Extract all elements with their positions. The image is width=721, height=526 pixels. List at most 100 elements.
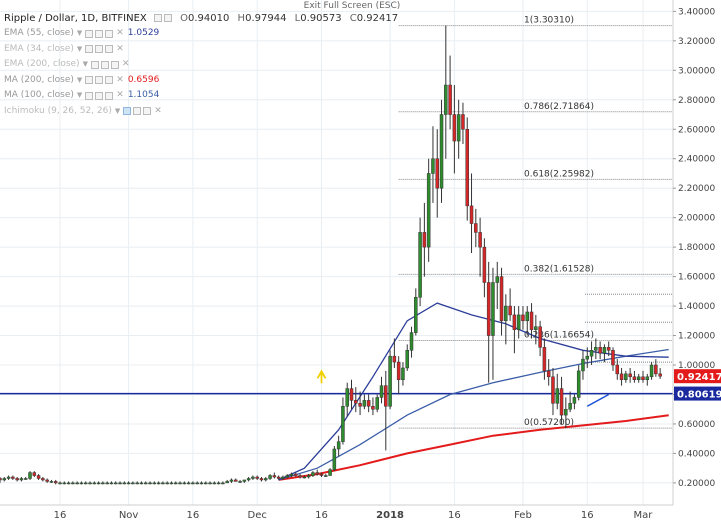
candle-body	[311, 472, 315, 476]
visibility-icon[interactable]	[95, 76, 104, 85]
price-tick-label: 2.20000	[678, 184, 715, 194]
price-tick-label: 0.40000	[678, 449, 715, 459]
chevron-down-icon[interactable]: ▼	[76, 75, 83, 84]
candle-body	[384, 385, 388, 407]
candle-body	[615, 364, 620, 375]
level-price-label-bg	[674, 386, 721, 401]
candle-body	[298, 475, 302, 478]
candle-body	[212, 482, 217, 485]
settings-icon[interactable]	[85, 91, 94, 100]
candle-body	[632, 376, 637, 381]
candle-body	[238, 481, 242, 483]
candle-body	[62, 482, 67, 485]
candle-body	[131, 482, 135, 485]
candle-body	[491, 282, 495, 336]
exit-fullscreen-button[interactable]: Exit Full Screen (ESC)	[303, 1, 401, 11]
ohlc-close-key: C	[349, 13, 357, 24]
candle-body	[109, 482, 114, 485]
candle-body	[345, 388, 349, 407]
time-tick-label: 16	[315, 510, 328, 521]
candle-body	[529, 311, 534, 330]
candle-body	[332, 448, 337, 470]
format-icon[interactable]	[110, 60, 119, 69]
candle-body	[422, 232, 427, 248]
candle-body	[229, 479, 234, 482]
close-icon[interactable]: ✕	[116, 43, 124, 54]
close-icon[interactable]: ✕	[121, 59, 130, 69]
trendline	[586, 393, 610, 407]
price-tick-label: 2.80000	[678, 96, 715, 106]
candle-body	[75, 482, 79, 485]
close-icon[interactable]: ✕	[154, 105, 162, 116]
candle-body	[469, 205, 474, 224]
candle-body	[375, 397, 379, 410]
candle-body	[606, 347, 611, 351]
format-icon[interactable]	[105, 29, 114, 38]
indicator-row-5: Ichimoku (9, 26, 52, 26) ▼ ✕	[4, 104, 403, 120]
candle-body	[654, 364, 658, 375]
format-icon[interactable]	[143, 107, 152, 116]
candle-body	[388, 355, 392, 407]
indicator-row-0: EMA (55, close) ▼ ✕ 1.0529	[4, 26, 403, 42]
settings-icon[interactable]	[85, 45, 94, 54]
candle-body	[585, 355, 590, 360]
price-tick-label: 3.40000	[678, 7, 715, 17]
candle-body	[0, 478, 2, 481]
price-tick-label: 0.20000	[678, 479, 715, 489]
candle-body	[272, 475, 277, 478]
candle-body	[619, 373, 624, 381]
chevron-down-icon[interactable]: ▼	[82, 60, 88, 68]
indicator-row-4: MA (100, close) ▼ ✕ 1.1054	[4, 88, 403, 104]
candle-body	[426, 173, 431, 248]
indicator-name: EMA (55, close)	[4, 28, 74, 38]
chevron-down-icon[interactable]: ▼	[76, 29, 83, 37]
candle-body	[611, 350, 615, 366]
price-tick-label: 1.20000	[678, 332, 715, 342]
time-tick-label: 16	[187, 510, 200, 521]
visibility-icon[interactable]	[100, 60, 109, 69]
close-icon[interactable]: ✕	[116, 90, 124, 100]
candle-body	[542, 347, 547, 372]
candle-body	[641, 376, 645, 381]
price-axis-bg	[673, 0, 721, 505]
candle-body	[482, 246, 487, 283]
candle-body	[328, 469, 332, 476]
fib-level-label: 0.382(1.61528)	[524, 264, 594, 274]
price-tick-label: 0.60000	[678, 420, 715, 430]
settings-icon[interactable]	[90, 60, 99, 69]
candle-body	[551, 376, 555, 404]
indicator-value: 1.1054	[127, 90, 160, 100]
close-icon[interactable]: ✕	[116, 28, 124, 38]
visibility-icon[interactable]	[133, 107, 142, 116]
level-price-label: 0.80619	[677, 390, 721, 401]
close-icon[interactable]: ✕	[116, 74, 124, 85]
settings-icon[interactable]	[123, 107, 132, 116]
fib-level-label: 0.618(2.25982)	[524, 169, 594, 179]
candle-body	[28, 472, 32, 479]
settings-icon[interactable]	[85, 76, 94, 85]
settings-toggle-icon[interactable]	[153, 14, 162, 22]
format-icon[interactable]	[105, 45, 114, 54]
format-icon[interactable]	[105, 76, 114, 85]
indicator-name: MA (200, close)	[4, 74, 74, 85]
visibility-toggle-icon[interactable]	[163, 14, 172, 22]
candle-body	[444, 84, 448, 115]
candle-body	[478, 232, 482, 248]
candle-body	[435, 158, 439, 189]
chevron-down-icon[interactable]: ▼	[76, 44, 83, 53]
candle-body	[246, 478, 251, 481]
settings-icon[interactable]	[85, 29, 94, 38]
candle-body	[512, 314, 517, 330]
price-tick-label: 1.00000	[678, 361, 715, 371]
chevron-down-icon[interactable]: ▼	[114, 106, 121, 115]
candle-body	[392, 355, 397, 363]
visibility-icon[interactable]	[95, 45, 104, 54]
candle-body	[341, 406, 345, 442]
chevron-down-icon[interactable]: ▼	[76, 91, 83, 99]
visibility-icon[interactable]	[95, 91, 104, 100]
candle-body	[143, 482, 148, 485]
visibility-icon[interactable]	[95, 29, 104, 38]
format-icon[interactable]	[105, 91, 114, 100]
